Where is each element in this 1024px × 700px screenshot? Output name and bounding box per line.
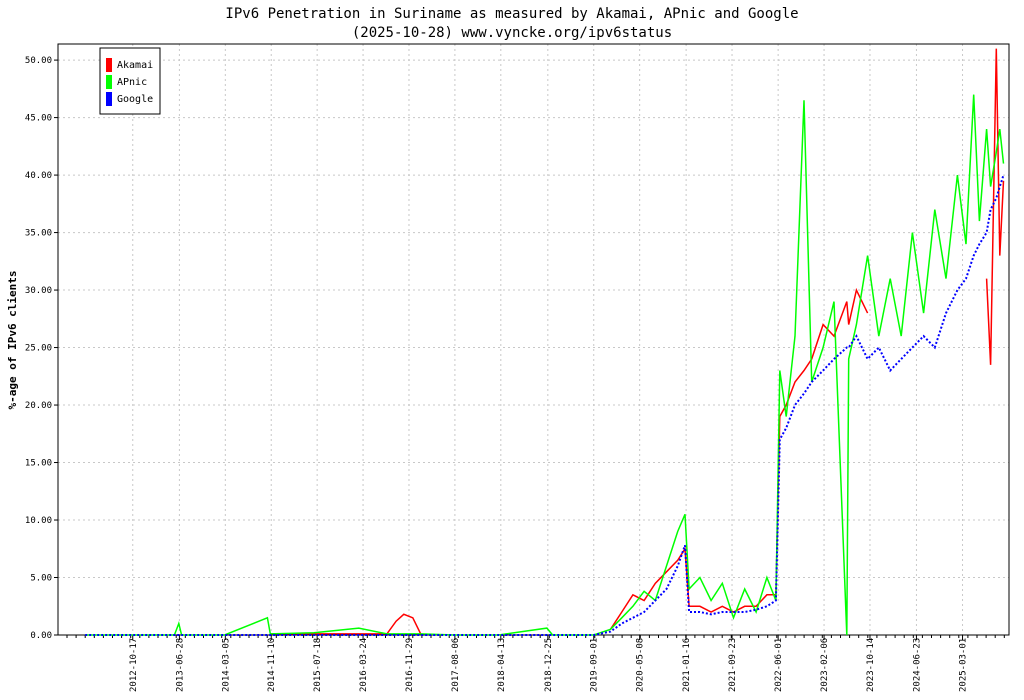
y-axis-label: %-age of IPv6 clients [6, 270, 19, 409]
y-tick-label: 40.00 [25, 171, 52, 181]
x-tick-label: 2022-06-01 [774, 638, 784, 692]
x-tick-label: 2023-10-14 [866, 638, 876, 692]
y-tick-label: 0.00 [30, 631, 52, 641]
y-tick-label: 30.00 [25, 286, 52, 296]
y-tick-label: 5.00 [30, 574, 52, 584]
y-tick-label: 10.00 [25, 516, 52, 526]
legend-swatch [106, 92, 112, 106]
x-tick-label: 2018-04-13 [497, 638, 507, 692]
x-tick-label: 2021-09-23 [728, 638, 738, 692]
x-tick-label: 2025-03-01 [959, 638, 969, 692]
x-tick-label: 2013-06-28 [175, 638, 185, 692]
legend-swatch [106, 58, 112, 72]
y-tick-label: 20.00 [25, 401, 52, 411]
y-tick-label: 45.00 [25, 114, 52, 124]
chart-subtitle: (2025-10-28) www.vyncke.org/ipv6status [352, 25, 672, 41]
plot-frame [57, 43, 1010, 636]
x-tick-label: 2018-12-25 [544, 638, 554, 692]
x-tick-label: 2014-11-10 [267, 638, 277, 692]
x-tick-label: 2020-05-08 [636, 638, 646, 692]
y-tick-label: 35.00 [25, 229, 52, 239]
x-tick-label: 2016-03-24 [359, 638, 369, 692]
x-tick-label: 2019-09-01 [590, 638, 600, 692]
legend-swatch [106, 75, 112, 89]
x-tick-label: 2024-06-23 [912, 638, 922, 692]
y-tick-label: 25.00 [25, 344, 52, 354]
legend-label: Google [117, 94, 153, 105]
x-tick-label: 2021-01-16 [682, 638, 692, 692]
x-tick-label: 2015-07-18 [313, 638, 323, 692]
series-line [270, 48, 1005, 635]
series-line [85, 94, 1005, 636]
x-tick-label: 2012-10-17 [129, 638, 139, 692]
chart-title: IPv6 Penetration in Suriname as measured… [225, 6, 798, 22]
x-tick-label: 2023-02-06 [820, 638, 830, 692]
x-tick-label: 2017-08-06 [451, 638, 461, 692]
y-tick-label: 15.00 [25, 459, 52, 469]
x-tick-label: 2014-03-05 [221, 638, 231, 692]
legend-label: Akamai [117, 60, 153, 71]
legend-label: APnic [117, 77, 147, 88]
x-tick-label: 2016-11-29 [405, 638, 415, 692]
y-tick-label: 50.00 [25, 56, 52, 66]
series-line [85, 174, 1005, 636]
